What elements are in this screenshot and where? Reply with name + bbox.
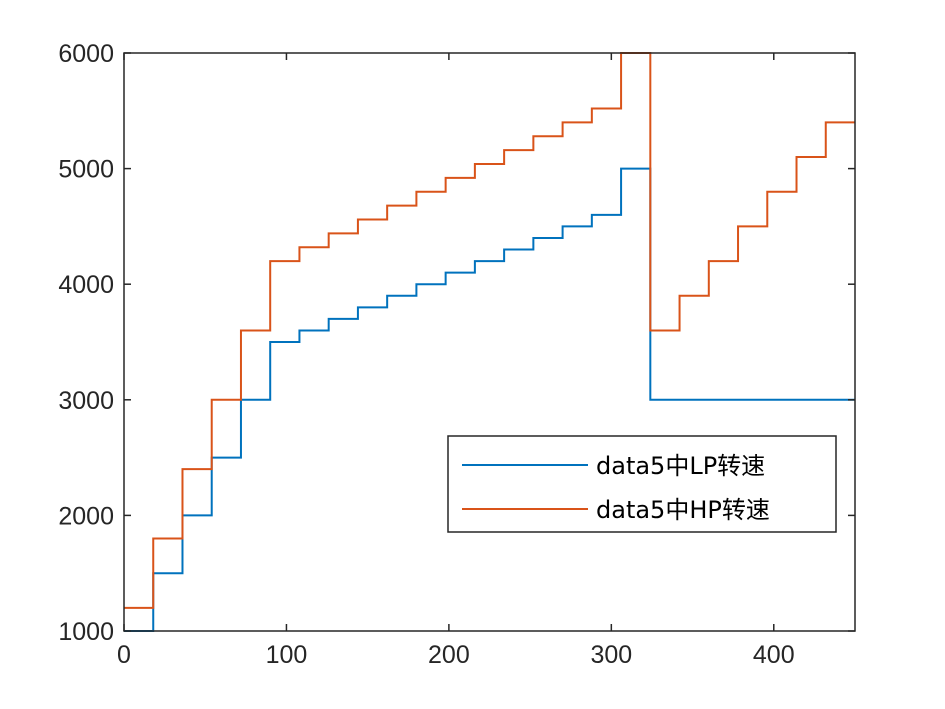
y-tick-label: 3000 bbox=[58, 387, 114, 415]
x-tick-label: 200 bbox=[428, 641, 470, 669]
axes-box bbox=[123, 52, 856, 632]
x-tick-label: 300 bbox=[590, 641, 632, 669]
y-tick-label: 4000 bbox=[58, 271, 114, 299]
legend: data5中LP转速 data5中HP转速 bbox=[447, 435, 837, 533]
y-tick-label: 1000 bbox=[58, 618, 114, 646]
x-tick-label: 100 bbox=[266, 641, 308, 669]
series-line-lp bbox=[124, 167, 855, 632]
series-line-hp bbox=[124, 52, 855, 609]
axes: 0 100 200 300 400 1000 2000 3000 4000 5000 6000 bbox=[58, 40, 856, 669]
y-tick-label: 5000 bbox=[58, 156, 114, 184]
plot-area bbox=[124, 52, 855, 632]
legend-label-lp: data5中LP转速 bbox=[596, 452, 765, 480]
legend-box bbox=[447, 435, 837, 533]
x-tick-label: 0 bbox=[117, 641, 131, 669]
y-tick-label: 2000 bbox=[58, 502, 114, 530]
y-tick-label: 6000 bbox=[58, 40, 114, 68]
x-tick-label: 400 bbox=[753, 641, 795, 669]
legend-label-hp: data5中HP转速 bbox=[596, 496, 770, 524]
